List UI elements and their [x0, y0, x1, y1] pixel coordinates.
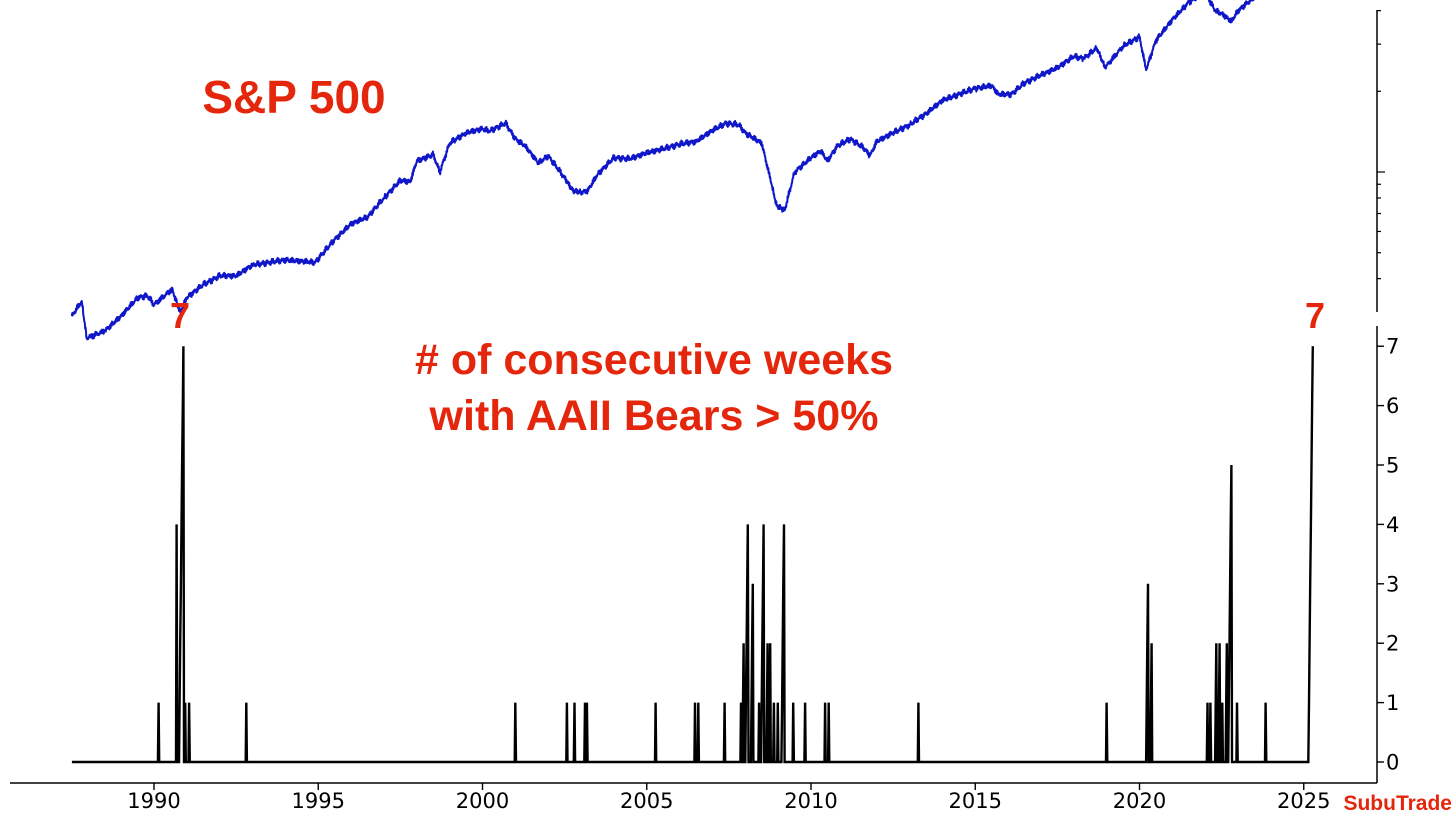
- spx-panel: S&P 500: [70, 0, 1385, 341]
- y-tick-label-2: 2: [1386, 632, 1399, 656]
- watermark: SubuTrade: [1343, 792, 1452, 815]
- count-title-line-2: with AAII Bears > 50%: [429, 392, 879, 440]
- x-axis-ticks: 1990 1995 2000 2005 2010 2015 2020 2025: [127, 783, 1330, 813]
- spx-title: S&P 500: [202, 71, 385, 123]
- y-tick-label-7: 7: [1386, 335, 1399, 359]
- count-panel: 0 1 2 3 4 5 6 7 1990 1995 2000 2005 2010 2015 2020 202…: [10, 295, 1399, 813]
- x-tick-label-2005: 2005: [620, 789, 673, 813]
- y-axis-ticks: 0 1 2 3 4 5 6 7: [1377, 335, 1399, 775]
- x-tick-label-1995: 1995: [292, 789, 345, 813]
- y-tick-label-3: 3: [1386, 572, 1399, 596]
- count-title-line-1: # of consecutive weeks: [415, 336, 893, 384]
- x-tick-label-2000: 2000: [456, 789, 509, 813]
- y-tick-label-4: 4: [1386, 513, 1399, 537]
- y-tick-label-6: 6: [1386, 394, 1399, 418]
- peak-label-left: 7: [170, 295, 190, 336]
- y-tick-label-1: 1: [1386, 691, 1399, 715]
- count-series-line: [71, 346, 1314, 764]
- y-tick-label-0: 0: [1386, 751, 1399, 775]
- x-tick-label-1990: 1990: [127, 789, 180, 813]
- x-tick-label-2025: 2025: [1277, 789, 1330, 813]
- y-tick-label-5: 5: [1386, 454, 1399, 478]
- x-tick-label-2020: 2020: [1113, 789, 1166, 813]
- peak-label-right: 7: [1305, 295, 1325, 336]
- spx-log-ticks: [1377, 10, 1385, 280]
- spx-series-line: [70, 0, 1255, 341]
- x-tick-label-2015: 2015: [949, 789, 1002, 813]
- x-tick-label-2010: 2010: [784, 789, 837, 813]
